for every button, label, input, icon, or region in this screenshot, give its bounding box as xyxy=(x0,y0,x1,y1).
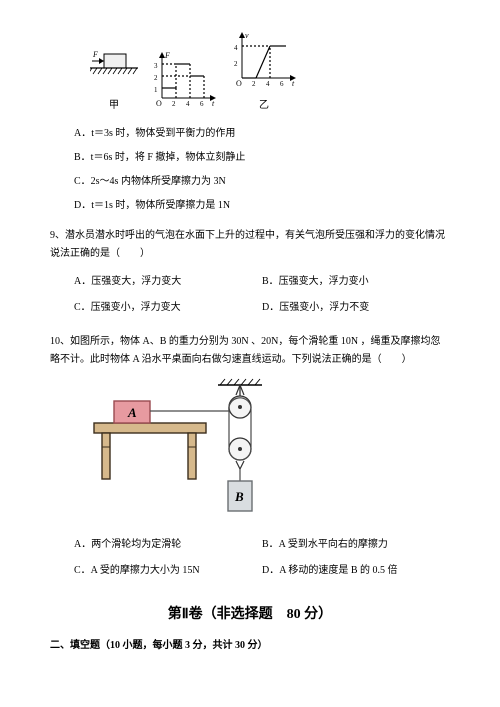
svg-text:4: 4 xyxy=(186,100,190,108)
svg-text:2: 2 xyxy=(234,60,238,68)
q8-diagram-jia: F 甲 xyxy=(90,44,138,115)
svg-text:6: 6 xyxy=(200,100,204,108)
svg-text:4: 4 xyxy=(266,80,270,88)
q8-option-b: B．t＝6s 时，将 F 撤掉，物体立刻静止 xyxy=(74,149,450,167)
svg-text:t: t xyxy=(212,99,215,108)
q10-option-b: B．A 受到水平向右的摩擦力 xyxy=(262,536,450,554)
svg-text:3: 3 xyxy=(154,62,158,70)
caption-jia: 甲 xyxy=(90,97,138,115)
q8-options: A．t＝3s 时，物体受到平衡力的作用 B．t＝6s 时，将 F 撤掉，物体立刻… xyxy=(74,125,450,215)
q9-option-a: A．压强变大，浮力变大 xyxy=(74,273,262,291)
q8-figure-row: F 甲 F t O 1 2 3 2 4 6 xyxy=(90,30,450,115)
vt-chart-icon: v t O 2 4 2 4 6 xyxy=(230,30,298,88)
q10-option-d: D．A 移动的速度是 B 的 0.5 倍 xyxy=(262,562,450,580)
q10-figure: A B xyxy=(90,377,450,524)
svg-text:A: A xyxy=(127,405,137,420)
q9-option-c: C．压强变小，浮力变大 xyxy=(74,299,262,317)
caption-yi: 乙 xyxy=(230,97,298,115)
svg-text:F: F xyxy=(92,50,98,59)
block-on-table-icon: F xyxy=(90,44,138,88)
q9-option-d: D．压强变小，浮力不变 xyxy=(262,299,450,317)
step-chart-icon: F t O 1 2 3 2 4 6 xyxy=(150,50,218,108)
svg-text:t: t xyxy=(292,79,295,88)
q10-stem: 10、如图所示，物体 A、B 的重力分别为 30N 、20N，每个滑轮重 10N… xyxy=(50,333,450,369)
q8-option-c: C．2s～4s 内物体所受摩擦力为 3N xyxy=(74,173,450,191)
q8-option-a: A．t＝3s 时，物体受到平衡力的作用 xyxy=(74,125,450,143)
q9-option-b: B．压强变大，浮力变小 xyxy=(262,273,450,291)
svg-text:2: 2 xyxy=(252,80,256,88)
q8-chart-right: v t O 2 4 2 4 6 乙 xyxy=(230,30,298,115)
q10-options: A．两个滑轮均为定滑轮 B．A 受到水平向右的摩擦力 C．A 受的摩擦力大小为 … xyxy=(74,532,450,584)
q8-chart-left: F t O 1 2 3 2 4 6 xyxy=(150,50,218,115)
svg-text:O: O xyxy=(156,99,162,108)
fill-blank-heading: 二、填空题（10 小题，每小题 3 分，共计 30 分） xyxy=(50,637,450,655)
q8-option-d: D．t＝1s 时，物体所受摩擦力是 1N xyxy=(74,197,450,215)
svg-text:1: 1 xyxy=(154,86,158,94)
svg-text:v: v xyxy=(245,31,249,40)
svg-text:F: F xyxy=(164,51,170,60)
svg-text:2: 2 xyxy=(154,74,158,82)
section-ii-title: 第Ⅱ卷（非选择题 80 分） xyxy=(50,602,450,627)
q9-options: A．压强变大，浮力变大 B．压强变大，浮力变小 C．压强变小，浮力变大 D．压强… xyxy=(74,269,450,321)
q10-option-a: A．两个滑轮均为定滑轮 xyxy=(74,536,262,554)
svg-text:6: 6 xyxy=(280,80,284,88)
pulley-system-icon: A B xyxy=(90,377,280,517)
q10-option-c: C．A 受的摩擦力大小为 15N xyxy=(74,562,262,580)
q9-stem: 9、潜水员潜水时呼出的气泡在水面下上升的过程中，有关气泡所受压强和浮力的变化情况… xyxy=(50,227,450,263)
svg-text:4: 4 xyxy=(234,44,238,52)
svg-text:2: 2 xyxy=(172,100,176,108)
svg-text:B: B xyxy=(234,489,244,504)
svg-text:O: O xyxy=(236,79,242,88)
